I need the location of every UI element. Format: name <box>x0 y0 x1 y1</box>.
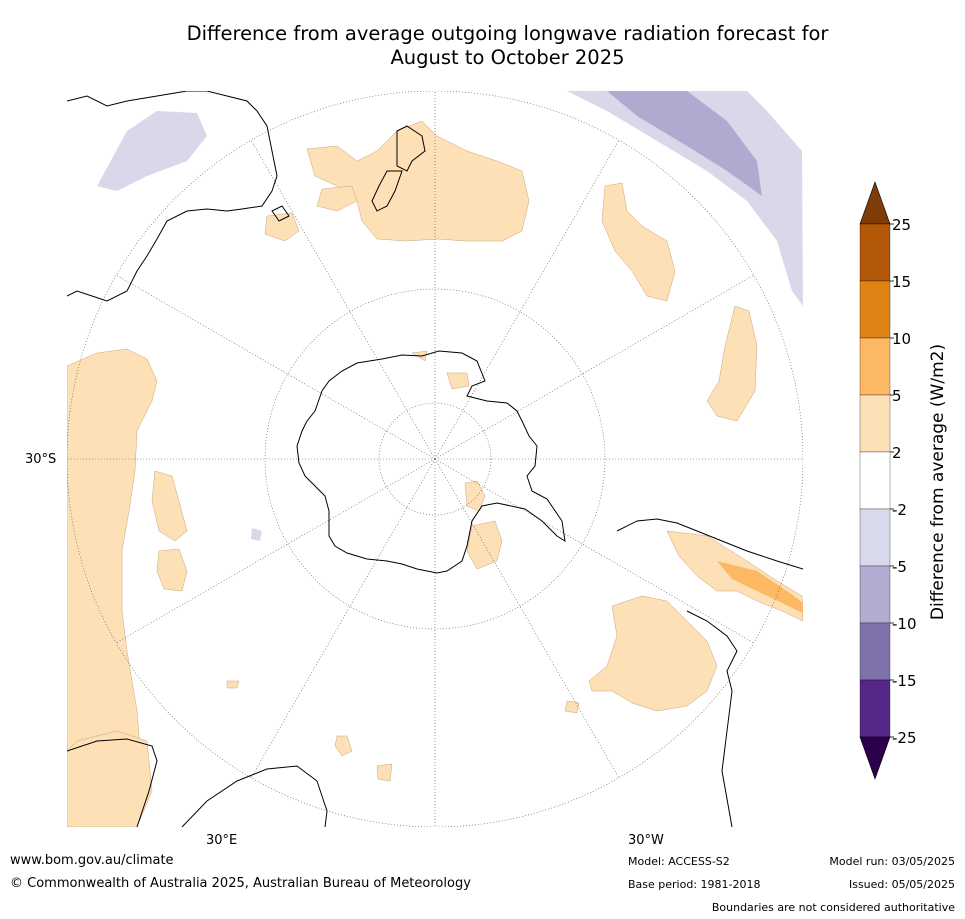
coastline-tasmania <box>271 205 290 222</box>
colorbar-tick-label: 15 <box>892 273 911 291</box>
lon-label-30e: 30°E <box>206 833 238 848</box>
issued-text: Issued: 05/05/2025 <box>848 878 955 891</box>
coastline-australia <box>67 91 278 302</box>
anomaly-region-pacific-east <box>601 182 676 302</box>
colorbar-tick-label: 2 <box>892 444 902 462</box>
coastlines <box>67 91 803 827</box>
anomaly-region-indian-mid <box>151 470 188 542</box>
positive-anomaly-regions <box>67 120 803 827</box>
anomaly-region-south-atlantic <box>588 595 718 712</box>
colorbar-tick-label: 5 <box>892 387 902 405</box>
model-text: Model: ACCESS-S2 <box>628 855 730 868</box>
colorbar-segment <box>859 565 891 624</box>
anomaly-region-south-africa <box>67 730 153 827</box>
colorbar-tick-label: -5 <box>892 558 907 576</box>
colorbar-tick-label: 10 <box>892 330 911 348</box>
colorbar-label: Difference from average (W/m2) <box>928 344 948 620</box>
colorbar-segment <box>859 679 891 738</box>
colorbar-segment <box>859 451 891 510</box>
coastline-africa <box>67 738 158 827</box>
anomaly-region-small-6 <box>334 735 353 757</box>
anomaly-region-tasman <box>316 185 358 212</box>
title-line-2: August to October 2025 <box>390 46 625 69</box>
colorbar-segment <box>859 337 891 396</box>
colorbar-tick-label: -25 <box>892 729 917 747</box>
colorbar-tick-label: -15 <box>892 672 917 690</box>
colorbar-tick-label: -2 <box>892 501 907 519</box>
map-title: Difference from average outgoing longwav… <box>0 22 965 70</box>
anomaly-region-south-america-core <box>717 561 803 613</box>
colorbar-tick-label: -10 <box>892 615 917 633</box>
model-run-text: Model run: 03/05/2025 <box>829 855 955 868</box>
colorbar-segment <box>859 280 891 339</box>
anomaly-region-new-zealand <box>306 120 530 242</box>
coastline-new-zealand-south <box>371 170 403 212</box>
lon-label-30w: 30°W <box>628 833 664 848</box>
anomaly-region-indian-south <box>156 548 188 592</box>
coastline-antarctica <box>296 350 566 574</box>
coastline-new-zealand-north <box>396 125 426 172</box>
lat-label-30s: 30°S <box>25 452 57 467</box>
colorbar-segment <box>859 223 891 282</box>
anomaly-region-pacific-southeast <box>706 305 758 422</box>
colorbar-segment <box>859 508 891 567</box>
graticule <box>67 91 803 827</box>
anomaly-region-small-3 <box>376 763 393 782</box>
negative-anomaly-regions <box>97 91 803 541</box>
anomaly-region-small-5 <box>564 700 580 714</box>
colorbar-extend-top <box>859 181 891 225</box>
anomaly-region-australia-north <box>97 111 207 191</box>
colorbar: 25 15 10 5 2 -2 -5 -10 -15 -25 Difference from av… <box>859 181 948 780</box>
base-period-text: Base period: 1981-2018 <box>628 878 761 891</box>
colorbar-extend-bottom <box>859 736 891 780</box>
anomaly-region-small-1 <box>446 372 470 390</box>
copyright-text: © Commonwealth of Australia 2025, Austra… <box>10 876 471 891</box>
website-link[interactable]: www.bom.gov.au/climate <box>10 853 174 868</box>
anomaly-region-small-4 <box>226 680 240 689</box>
polar-map <box>67 91 803 827</box>
colorbar-tick-label: 25 <box>892 216 911 234</box>
title-line-1: Difference from average outgoing longwav… <box>186 22 829 45</box>
coastline-south-africa-bottom <box>181 765 328 827</box>
anomaly-region-antarctic-peninsula <box>464 480 486 512</box>
anomaly-region-south-america-pacific-core <box>607 91 762 196</box>
boundaries-disclaimer: Boundaries are not considered authoritat… <box>711 901 955 914</box>
coastline-south-america <box>616 518 803 570</box>
colorbar-segment <box>859 394 891 453</box>
colorbar-segment <box>859 622 891 681</box>
anomaly-region-small <box>251 528 262 541</box>
coastline-south-america-east <box>686 610 738 827</box>
